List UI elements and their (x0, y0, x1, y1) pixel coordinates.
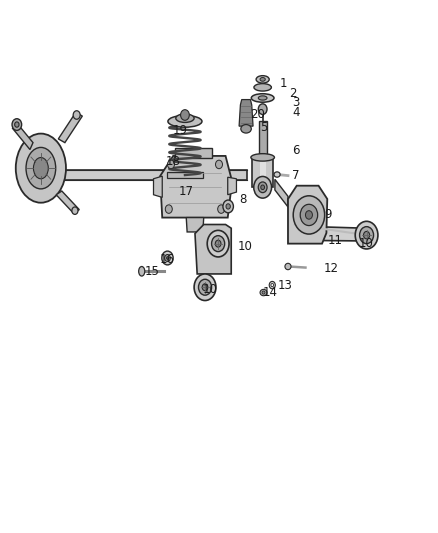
Text: 20: 20 (251, 108, 265, 121)
Text: 16: 16 (159, 253, 175, 266)
Ellipse shape (269, 281, 276, 289)
Ellipse shape (274, 172, 280, 177)
Polygon shape (175, 149, 212, 158)
Text: 2: 2 (289, 87, 297, 100)
Ellipse shape (215, 240, 221, 247)
Circle shape (218, 205, 225, 213)
Ellipse shape (166, 257, 169, 260)
Ellipse shape (207, 230, 229, 257)
Polygon shape (252, 157, 273, 187)
Text: 4: 4 (292, 106, 300, 119)
Ellipse shape (355, 221, 378, 249)
Polygon shape (288, 185, 327, 244)
Polygon shape (186, 217, 204, 232)
Text: 18: 18 (166, 155, 180, 168)
Ellipse shape (251, 94, 274, 102)
Ellipse shape (364, 231, 370, 239)
Ellipse shape (260, 289, 267, 296)
Ellipse shape (251, 154, 275, 161)
Text: 19: 19 (172, 124, 187, 138)
Text: 3: 3 (292, 96, 300, 109)
Polygon shape (291, 220, 366, 241)
Circle shape (165, 205, 172, 213)
Circle shape (167, 160, 174, 168)
Ellipse shape (285, 263, 291, 270)
Ellipse shape (165, 255, 170, 262)
Ellipse shape (26, 148, 56, 189)
Ellipse shape (198, 279, 212, 295)
Text: 5: 5 (261, 120, 268, 134)
Polygon shape (58, 112, 82, 143)
Ellipse shape (168, 116, 202, 127)
Ellipse shape (16, 134, 66, 203)
Circle shape (305, 211, 312, 219)
Text: 10: 10 (203, 283, 218, 296)
Text: 17: 17 (179, 185, 194, 198)
Text: 11: 11 (327, 235, 342, 247)
Text: 13: 13 (278, 279, 293, 292)
Ellipse shape (258, 96, 267, 100)
Text: 10: 10 (359, 237, 374, 250)
Ellipse shape (254, 84, 272, 91)
Circle shape (226, 204, 230, 209)
Text: 10: 10 (237, 240, 252, 253)
Circle shape (261, 185, 265, 190)
Ellipse shape (162, 251, 173, 265)
Ellipse shape (14, 122, 19, 127)
Polygon shape (166, 172, 203, 178)
Polygon shape (160, 156, 232, 217)
Text: 15: 15 (145, 265, 160, 278)
Circle shape (180, 110, 189, 120)
Text: 6: 6 (292, 144, 300, 157)
Ellipse shape (139, 266, 145, 276)
Ellipse shape (72, 207, 78, 214)
Circle shape (258, 104, 267, 115)
Ellipse shape (360, 227, 374, 244)
Ellipse shape (33, 158, 48, 179)
Text: 7: 7 (292, 169, 300, 182)
Text: 8: 8 (240, 193, 247, 206)
Polygon shape (260, 157, 266, 187)
Polygon shape (38, 170, 247, 180)
Polygon shape (293, 223, 363, 236)
Circle shape (223, 200, 233, 213)
Ellipse shape (262, 291, 265, 294)
Ellipse shape (73, 111, 80, 119)
Polygon shape (228, 177, 237, 195)
Circle shape (254, 176, 272, 198)
Polygon shape (239, 100, 253, 126)
Ellipse shape (194, 274, 216, 301)
Text: 12: 12 (324, 262, 339, 275)
Polygon shape (259, 121, 267, 157)
Polygon shape (153, 176, 162, 197)
Text: 14: 14 (263, 286, 278, 299)
Circle shape (300, 204, 318, 225)
Text: 1: 1 (280, 77, 288, 90)
Ellipse shape (271, 284, 274, 287)
Circle shape (258, 182, 267, 192)
Ellipse shape (260, 77, 265, 81)
Polygon shape (275, 179, 288, 207)
Circle shape (293, 196, 325, 234)
Ellipse shape (241, 125, 251, 133)
Ellipse shape (12, 119, 21, 131)
Ellipse shape (256, 76, 269, 83)
Text: 9: 9 (324, 208, 331, 221)
Ellipse shape (176, 114, 194, 123)
Polygon shape (56, 191, 79, 213)
Circle shape (215, 160, 223, 168)
Ellipse shape (202, 284, 208, 290)
Polygon shape (12, 122, 33, 150)
Ellipse shape (212, 236, 225, 252)
Polygon shape (195, 224, 231, 274)
